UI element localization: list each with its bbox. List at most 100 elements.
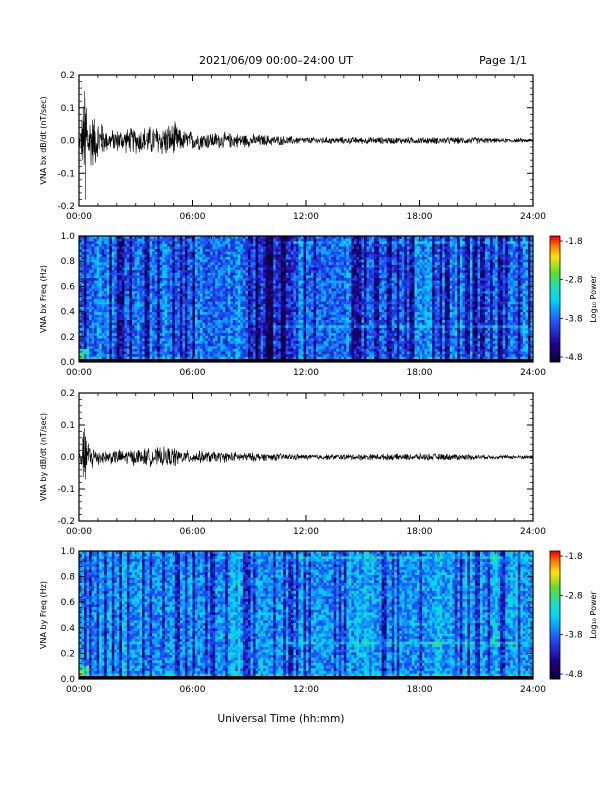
spectrogram-cell bbox=[207, 278, 211, 282]
spectrogram-cell bbox=[270, 251, 274, 255]
spectrogram-cell bbox=[316, 257, 320, 261]
spectrogram-cell bbox=[298, 314, 302, 318]
spectrogram-cell bbox=[275, 283, 279, 287]
spectrogram-cell bbox=[195, 325, 198, 329]
spectrogram-cell bbox=[321, 346, 325, 350]
spectrogram-cell bbox=[323, 262, 327, 266]
spectrogram-cell bbox=[167, 254, 171, 258]
spectrogram-cell bbox=[205, 254, 209, 258]
spectrogram-cell bbox=[84, 275, 87, 279]
spectrogram-cell bbox=[300, 320, 304, 324]
spectrogram-cell bbox=[91, 283, 95, 287]
spectrogram-cell bbox=[288, 343, 292, 347]
spectrogram-cell bbox=[323, 285, 327, 289]
spectrogram-cell bbox=[169, 257, 173, 261]
spectrogram-cell bbox=[99, 278, 103, 282]
spectrogram-cell bbox=[275, 312, 279, 316]
spectrogram-cell bbox=[295, 312, 299, 316]
spectrogram-cell bbox=[331, 249, 335, 253]
spectrogram-cell bbox=[212, 254, 216, 258]
spectrogram-cell bbox=[174, 314, 178, 318]
spectrogram-cell bbox=[134, 333, 138, 337]
spectrogram-cell bbox=[308, 320, 312, 324]
spectrogram-cell bbox=[250, 346, 254, 350]
spectrogram-cell bbox=[326, 275, 330, 279]
spectrogram-cell bbox=[290, 267, 294, 271]
spectrogram-cell bbox=[159, 317, 163, 321]
spectrogram-cell bbox=[247, 249, 251, 253]
spectrogram-cell bbox=[300, 354, 304, 358]
spectrogram-cell bbox=[258, 249, 261, 253]
spectrogram-cell bbox=[250, 325, 254, 329]
spectrogram-cell bbox=[260, 309, 264, 313]
spectrogram-cell bbox=[94, 249, 98, 253]
spectrogram-cell bbox=[200, 236, 203, 240]
spectrogram-cell bbox=[306, 312, 309, 316]
spectrogram-cell bbox=[222, 241, 226, 245]
spectrogram-cell bbox=[247, 272, 251, 276]
spectrogram-cell bbox=[157, 278, 161, 282]
spectrogram-cell bbox=[157, 267, 161, 271]
spectrogram-cell bbox=[333, 285, 337, 289]
spectrogram-cell bbox=[275, 272, 279, 276]
spectrogram-cell bbox=[328, 322, 332, 326]
spectrogram-cell bbox=[225, 293, 229, 297]
spectrogram-cell bbox=[129, 354, 133, 358]
spectrogram-cell bbox=[114, 354, 118, 358]
spectrogram-cell bbox=[207, 351, 211, 355]
spectrogram-cell bbox=[164, 346, 168, 350]
spectrogram-cell bbox=[245, 257, 249, 261]
spectrogram-cell bbox=[172, 262, 176, 266]
spectrogram-cell bbox=[124, 241, 128, 245]
spectrogram-cell bbox=[91, 262, 95, 266]
spectrogram-cell bbox=[293, 272, 297, 276]
spectrogram-cell bbox=[240, 241, 244, 245]
spectrogram-cell bbox=[247, 314, 251, 318]
spectrogram-cell bbox=[318, 330, 322, 334]
spectrogram-cell bbox=[96, 280, 100, 284]
spectrogram-cell bbox=[306, 249, 309, 253]
spectrogram-cell bbox=[265, 325, 269, 329]
spectrogram-cell bbox=[200, 338, 203, 342]
spectrogram-cell bbox=[149, 346, 153, 350]
spectrogram-cell bbox=[240, 267, 244, 271]
spectrogram-cell bbox=[124, 348, 128, 352]
spectrogram-cell bbox=[308, 238, 312, 242]
spectrogram-cell bbox=[270, 280, 274, 284]
spectrogram-cell bbox=[311, 285, 314, 289]
spectrogram-cell bbox=[313, 243, 317, 247]
spectrogram-cell bbox=[275, 335, 279, 339]
spectrogram-cell bbox=[119, 257, 123, 261]
spectrogram-cell bbox=[311, 275, 314, 279]
spectrogram-cell bbox=[283, 327, 287, 331]
spectrogram-cell bbox=[235, 293, 239, 297]
spectrogram-cell bbox=[258, 278, 261, 282]
spectrogram-cell bbox=[200, 272, 203, 276]
spectrogram-cell bbox=[111, 348, 115, 352]
spectrogram-cell bbox=[313, 330, 317, 334]
spectrogram-cell bbox=[326, 236, 330, 240]
spectrogram-cell bbox=[328, 309, 332, 313]
spectrogram-cell bbox=[116, 338, 120, 342]
spectrogram-cell bbox=[131, 335, 135, 339]
spectrogram-cell bbox=[159, 288, 163, 292]
spectrogram-cell bbox=[237, 288, 241, 292]
spectrogram-cell bbox=[237, 236, 241, 240]
spectrogram-cell bbox=[227, 333, 231, 337]
spectrogram-cell bbox=[280, 285, 284, 289]
spectrogram-cell bbox=[116, 238, 120, 242]
spectrogram-cell bbox=[162, 246, 166, 250]
spectrogram-cell bbox=[81, 264, 85, 268]
spectrogram-cell bbox=[134, 251, 138, 255]
spectrogram-cell bbox=[79, 293, 82, 297]
spectrogram-cell bbox=[134, 320, 138, 324]
spectrogram-cell bbox=[137, 288, 140, 292]
spectrogram-cell bbox=[94, 238, 98, 242]
spectrogram-cell bbox=[285, 343, 289, 347]
spectrogram-cell bbox=[250, 267, 254, 271]
spectrogram-cell bbox=[144, 341, 148, 345]
spectrogram-cell bbox=[169, 306, 173, 310]
spectrogram-cell bbox=[154, 309, 158, 313]
spectrogram-cell bbox=[258, 348, 261, 352]
spectrogram-cell bbox=[111, 325, 115, 329]
